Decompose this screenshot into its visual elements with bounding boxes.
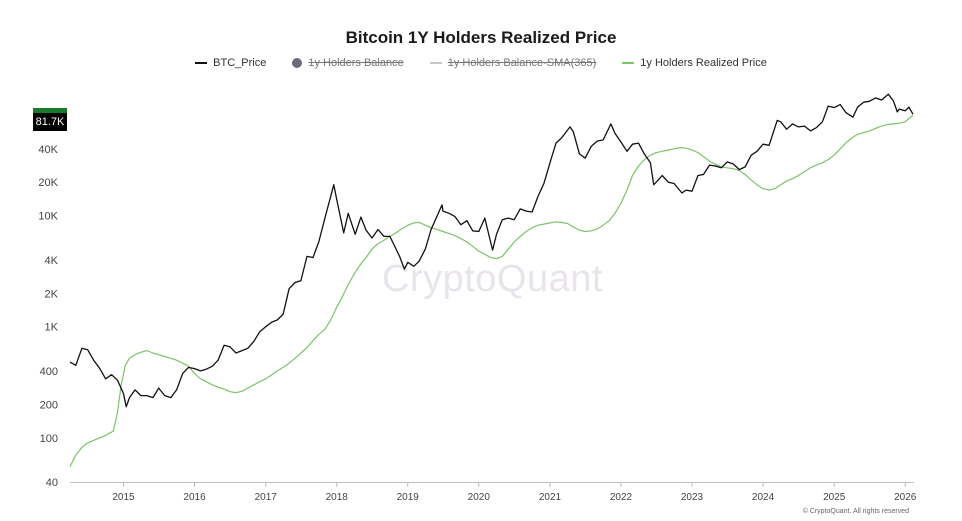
y-tick-label: 40 bbox=[46, 477, 58, 489]
legend-swatch-line bbox=[195, 62, 208, 64]
x-tick-label: 2023 bbox=[681, 492, 704, 503]
x-tick-label: 2024 bbox=[752, 492, 775, 503]
x-tick-label: 2022 bbox=[610, 492, 633, 503]
y-tick-label: 10K bbox=[38, 211, 58, 223]
y-tick-label: 20K bbox=[38, 177, 58, 189]
series-layer bbox=[69, 93, 914, 467]
x-tick-label: 2020 bbox=[468, 492, 491, 503]
x-tick-label: 2021 bbox=[539, 492, 562, 503]
legend-item-btc-price[interactable]: BTC_Price bbox=[195, 57, 266, 69]
y-axis: 40 100 200 400 1K 2K 4K 10K 20K 40K bbox=[38, 144, 58, 489]
legend-label: BTC_Price bbox=[213, 57, 267, 69]
legend-swatch-line bbox=[622, 62, 635, 64]
price-tag-accent bbox=[33, 108, 67, 113]
btc-price-line[interactable] bbox=[69, 93, 914, 408]
copyright-note: © CryptoQuant. All rights reserved bbox=[802, 508, 909, 515]
realized-price-line[interactable] bbox=[69, 114, 914, 467]
x-tick-label: 2016 bbox=[183, 492, 206, 503]
legend-item-holders-balance-sma[interactable]: 1y Holders Balance-SMA(365) bbox=[429, 57, 597, 69]
y-tick-label: 400 bbox=[40, 366, 58, 378]
legend-item-holders-balance[interactable]: 1y Holders Balance bbox=[292, 57, 404, 69]
x-axis: 2015 2016 2017 2018 2019 2020 2021 2022 2023 2024… bbox=[70, 482, 917, 503]
y-tick-label: 2K bbox=[45, 288, 59, 300]
legend-label: 1y Holders Balance bbox=[308, 57, 404, 69]
legend-label: 1y Holders Balance-SMA(365) bbox=[447, 57, 597, 69]
legend-swatch-dot bbox=[292, 58, 303, 68]
chart-legend: BTC_Price 1y Holders Balance 1y Holders … bbox=[0, 57, 962, 69]
y-tick-label: 100 bbox=[40, 433, 58, 445]
y-tick-label: 200 bbox=[40, 399, 58, 411]
legend-label: 1y Holders Realized Price bbox=[640, 57, 767, 69]
watermark-logo: CryptoQuant bbox=[382, 258, 603, 300]
chart-title: Bitcoin 1Y Holders Realized Price bbox=[345, 28, 617, 47]
x-tick-label: 2017 bbox=[255, 492, 278, 503]
y-tick-label: 1K bbox=[45, 322, 59, 334]
x-tick-label: 2019 bbox=[397, 492, 420, 503]
y-tick-label: 40K bbox=[38, 144, 58, 156]
x-tick-label: 2015 bbox=[112, 492, 135, 503]
legend-swatch-line bbox=[429, 62, 442, 64]
x-tick-label: 2026 bbox=[894, 492, 917, 503]
legend-item-realized-price[interactable]: 1y Holders Realized Price bbox=[622, 57, 767, 69]
current-price-tag: 81.7K bbox=[33, 113, 67, 131]
y-tick-label: 4K bbox=[45, 255, 59, 267]
x-tick-label: 2018 bbox=[326, 492, 349, 503]
x-tick-label: 2025 bbox=[823, 492, 846, 503]
